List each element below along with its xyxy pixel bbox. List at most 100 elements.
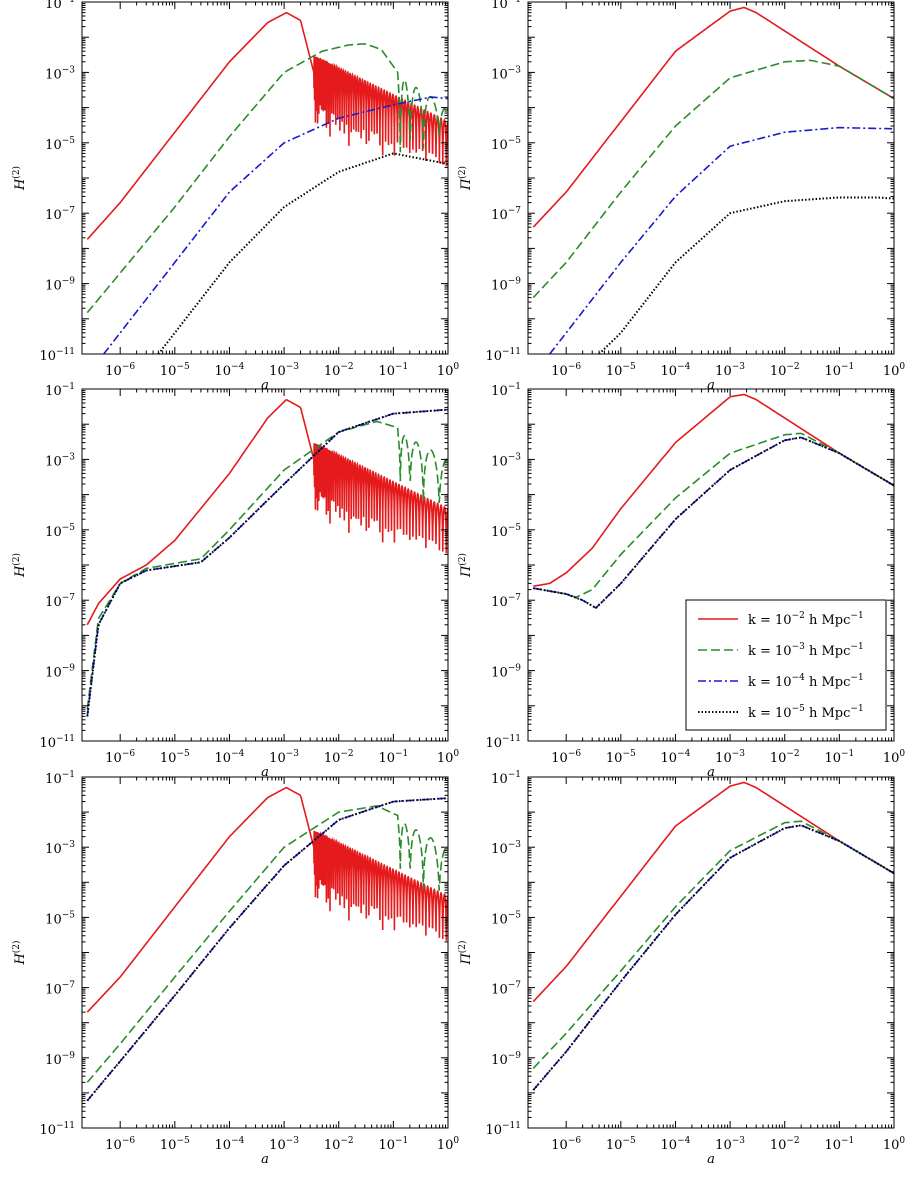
series-line-3 [103, 96, 448, 354]
x-tick-label: 10−6 [551, 1136, 581, 1153]
x-tick-label: 10−2 [324, 1136, 354, 1153]
y-axis: 10−1 10−3 10−5 10−7 10−9 10−11 [485, 770, 894, 1138]
y-tick-label: 10−5 [491, 523, 521, 540]
y-tick-label: 10−11 [39, 734, 75, 751]
y-tick-label: 10−1 [45, 770, 75, 787]
x-tick-label: 10−2 [324, 362, 354, 379]
x-tick-label: 10−4 [661, 362, 691, 379]
y-tick-label: 10−9 [491, 664, 521, 681]
x-tick-label: 10−2 [770, 749, 800, 766]
y-axis-label: Π(2) [457, 553, 474, 578]
y-tick-label: 10−11 [485, 1121, 521, 1138]
series-line-1 [86, 786, 448, 1013]
y-tick-label: 10−3 [45, 65, 75, 82]
y-tick-label: 10−11 [485, 734, 521, 751]
y-tick-label: 10−1 [491, 770, 521, 787]
y-tick-label: 10−7 [45, 206, 75, 223]
x-axis-label: a [707, 378, 715, 393]
y-tick-label: 10−3 [491, 452, 521, 469]
plot-area [86, 786, 448, 1102]
x-tick-label: 10−2 [324, 749, 354, 766]
x-tick-label: 10−1 [824, 362, 854, 379]
x-axis-label: a [261, 1152, 269, 1167]
y-tick-label: 10−9 [45, 1051, 75, 1068]
series-line-2 [532, 820, 894, 1069]
x-tick-label: 10−1 [378, 1136, 408, 1153]
x-tick-label: 10−4 [215, 362, 245, 379]
x-axis-label: a [261, 378, 269, 393]
series-line-4 [157, 152, 448, 354]
x-axis: 10−6 10−5 10−4 10−3 10−2 10−1 100 [551, 389, 905, 766]
series-line-3 [533, 436, 894, 610]
x-tick-label: 10−2 [770, 1136, 800, 1153]
x-axis: 10−6 10−5 10−4 10−3 10−2 10−1 100 [105, 389, 459, 766]
x-tick-label: 10−6 [105, 362, 135, 379]
series-line-3 [549, 126, 894, 354]
legend-label: k = 10−4 h Mpc−1 [748, 673, 864, 690]
y-tick-label: 10−7 [45, 593, 75, 610]
series-line-4 [86, 408, 448, 717]
legend-box [685, 599, 887, 731]
series-line-1 [532, 6, 894, 228]
x-tick-label: 10−1 [378, 362, 408, 379]
y-tick-label: 10−7 [491, 206, 521, 223]
chart-panel-middle-left: 10−6 10−5 10−4 10−3 10−2 10−1 10010−110−310−51… [11, 382, 459, 780]
x-axis-label: a [261, 765, 269, 780]
y-tick-label: 10−5 [491, 910, 521, 927]
y-tick-label: 10−9 [491, 1051, 521, 1068]
series-line-3 [86, 408, 448, 717]
y-tick-label: 10−11 [39, 347, 75, 364]
series-line-2 [532, 59, 894, 299]
y-tick-label: 10−11 [39, 1121, 75, 1138]
y-tick-label: 10−11 [485, 347, 521, 364]
y-tick-label: 10−9 [45, 664, 75, 681]
x-tick-label: 10−5 [606, 1136, 636, 1153]
y-tick-label: 10−1 [45, 382, 75, 399]
x-tick-label: 10−4 [661, 749, 691, 766]
chart-panel-bottom-right: 10−6 10−5 10−4 10−3 10−2 10−1 10010−110−310−51… [457, 770, 905, 1167]
legend-label: k = 10−2 h Mpc−1 [748, 611, 864, 628]
x-tick-label: 10−3 [715, 1136, 745, 1153]
x-tick-label: 10−1 [824, 749, 854, 766]
series-line-3 [532, 824, 894, 1091]
plot-area [86, 12, 448, 354]
x-tick-label: 10−6 [105, 749, 135, 766]
legend-label: k = 10−3 h Mpc−1 [748, 642, 864, 659]
x-tick-label: 100 [883, 749, 906, 766]
x-axis-label: a [707, 765, 715, 780]
series-line-2 [86, 42, 448, 314]
y-axis-label: Π(2) [457, 166, 474, 191]
y-tick-label: 10−1 [491, 382, 521, 399]
y-axis: 10−1 10−3 10−5 10−7 10−9 10−11 [39, 382, 448, 751]
y-tick-label: 10−5 [45, 136, 75, 153]
y-tick-label: 10−3 [491, 840, 521, 857]
x-tick-label: 10−5 [606, 749, 636, 766]
x-tick-label: 100 [437, 1136, 460, 1153]
x-tick-label: 100 [883, 362, 906, 379]
y-axis-label: H(2) [11, 940, 28, 965]
y-tick-label: 10−3 [491, 65, 521, 82]
series-line-1 [532, 781, 894, 1003]
x-tick-label: 10−4 [661, 1136, 691, 1153]
x-tick-label: 10−4 [215, 1136, 245, 1153]
y-tick-label: 10−9 [491, 277, 521, 294]
x-tick-label: 10−3 [715, 749, 745, 766]
x-tick-label: 10−3 [269, 1136, 299, 1153]
series-line-1 [533, 393, 894, 587]
series-line-4 [533, 436, 894, 610]
x-axis-label: a [707, 1152, 715, 1167]
chart-panel-top-left: 10−6 10−5 10−4 10−3 10−2 10−1 10010−110−310−51… [11, 0, 459, 393]
y-tick-label: 10−3 [45, 840, 75, 857]
x-tick-label: 10−6 [551, 749, 581, 766]
series-line-2 [86, 420, 448, 710]
x-tick-label: 10−6 [105, 1136, 135, 1153]
legend-label: k = 10−5 h Mpc−1 [748, 704, 864, 721]
x-tick-label: 100 [883, 1136, 906, 1153]
plot-frame [81, 388, 449, 742]
y-axis: 10−1 10−3 10−5 10−7 10−9 10−11 [485, 0, 894, 364]
series-line-2 [86, 805, 448, 1083]
x-tick-label: 10−3 [269, 749, 299, 766]
series-line-1 [86, 12, 448, 240]
x-tick-label: 10−2 [770, 362, 800, 379]
